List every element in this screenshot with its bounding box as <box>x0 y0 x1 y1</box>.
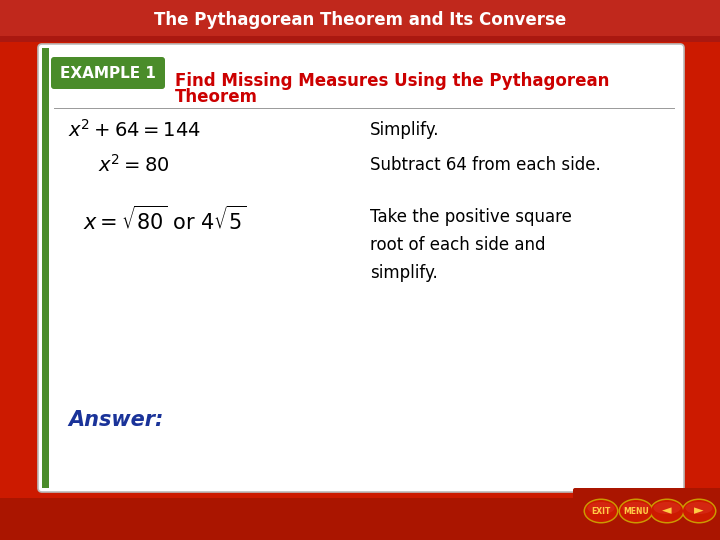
Bar <box>0 36 720 42</box>
Ellipse shape <box>620 500 652 522</box>
Text: $x^2 = 80$: $x^2 = 80$ <box>98 154 169 176</box>
Text: Theorem: Theorem <box>175 88 258 106</box>
Ellipse shape <box>618 498 654 523</box>
Ellipse shape <box>649 498 685 523</box>
Text: $x^2 + 64 = 144$: $x^2 + 64 = 144$ <box>68 119 201 141</box>
Ellipse shape <box>583 498 618 523</box>
Text: Take the positive square
root of each side and
simplify.: Take the positive square root of each si… <box>370 208 572 281</box>
Bar <box>0 498 720 540</box>
Ellipse shape <box>654 502 680 514</box>
FancyBboxPatch shape <box>51 57 165 89</box>
Text: $x = \sqrt{80}$ or $4\sqrt{5}$: $x = \sqrt{80}$ or $4\sqrt{5}$ <box>83 206 246 234</box>
Text: The Pythagorean Theorem and Its Converse: The Pythagorean Theorem and Its Converse <box>154 11 566 29</box>
Bar <box>42 48 49 488</box>
FancyBboxPatch shape <box>573 488 720 522</box>
Ellipse shape <box>585 500 617 522</box>
Text: Simplify.: Simplify. <box>370 121 439 139</box>
Ellipse shape <box>651 500 683 522</box>
Text: Subtract 64 from each side.: Subtract 64 from each side. <box>370 156 600 174</box>
Text: MENU: MENU <box>623 507 649 516</box>
Ellipse shape <box>622 502 649 514</box>
Bar <box>0 0 720 42</box>
Ellipse shape <box>683 500 715 522</box>
Text: ►: ► <box>694 504 704 517</box>
Ellipse shape <box>682 498 716 523</box>
FancyBboxPatch shape <box>38 44 684 492</box>
Text: ◄: ◄ <box>662 504 672 517</box>
Text: EXAMPLE 1: EXAMPLE 1 <box>60 65 156 80</box>
Text: EXIT: EXIT <box>591 507 611 516</box>
Text: Find Missing Measures Using the Pythagorean: Find Missing Measures Using the Pythagor… <box>175 72 609 90</box>
Ellipse shape <box>588 502 615 514</box>
Ellipse shape <box>685 502 713 514</box>
Text: Answer:: Answer: <box>68 410 163 430</box>
